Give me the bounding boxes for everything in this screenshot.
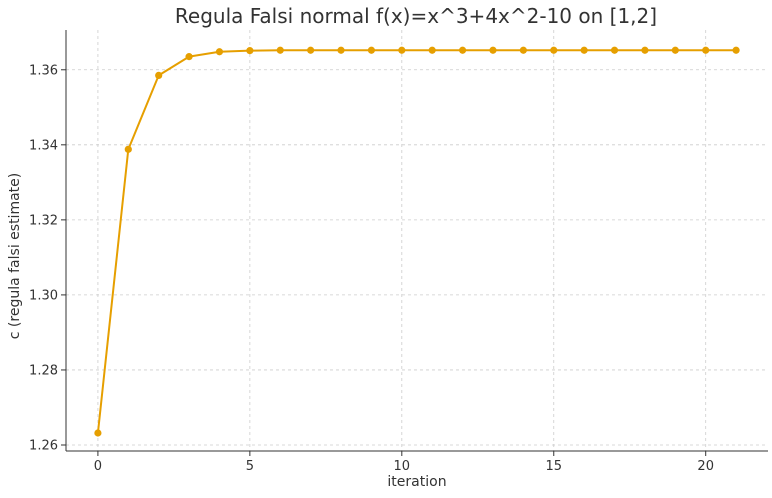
data-point <box>519 46 527 54</box>
x-tick-label: 20 <box>697 459 714 474</box>
data-point <box>610 46 619 54</box>
axes <box>65 30 768 452</box>
x-tick-label: 15 <box>545 459 562 474</box>
y-axis-label: c (regula falsi estimate) <box>7 173 23 339</box>
y-tick-label: 1.32 <box>29 213 58 228</box>
data-point <box>489 46 497 54</box>
y-tick-label: 1.34 <box>29 138 58 153</box>
x-tick-label: 10 <box>394 459 411 474</box>
data-point <box>428 46 436 54</box>
data-point <box>124 145 132 153</box>
ticks: 0 5 10 15 20 1.26 1.28 1.30 1.32 1.34 1.36 <box>29 63 714 474</box>
series-line <box>96 49 737 434</box>
data-point <box>671 46 679 54</box>
data-point <box>185 53 193 61</box>
data-point <box>367 46 376 54</box>
x-tick-label: 0 <box>94 459 102 474</box>
data-point <box>155 71 163 80</box>
data-point <box>276 46 284 54</box>
chart-title: Regula Falsi normal f(x)=x^3+4x^2-10 on … <box>175 4 657 28</box>
data-point <box>702 46 710 54</box>
x-axis-label: iteration <box>387 474 446 490</box>
data-point <box>580 46 588 54</box>
data-point <box>732 46 740 54</box>
data-point <box>94 429 102 437</box>
y-tick-label: 1.30 <box>29 288 58 303</box>
data-point <box>215 48 224 56</box>
data-point <box>398 46 406 54</box>
data-point <box>458 46 467 54</box>
y-tick-label: 1.26 <box>29 438 58 453</box>
data-point <box>246 47 254 55</box>
data-point <box>641 46 649 54</box>
grid <box>66 30 768 451</box>
y-tick-label: 1.36 <box>29 63 58 78</box>
x-tick-label: 5 <box>246 459 254 474</box>
data-point <box>307 46 315 54</box>
data-point <box>550 46 558 54</box>
data-point <box>337 46 345 54</box>
y-tick-label: 1.28 <box>29 363 58 378</box>
series <box>94 46 740 437</box>
